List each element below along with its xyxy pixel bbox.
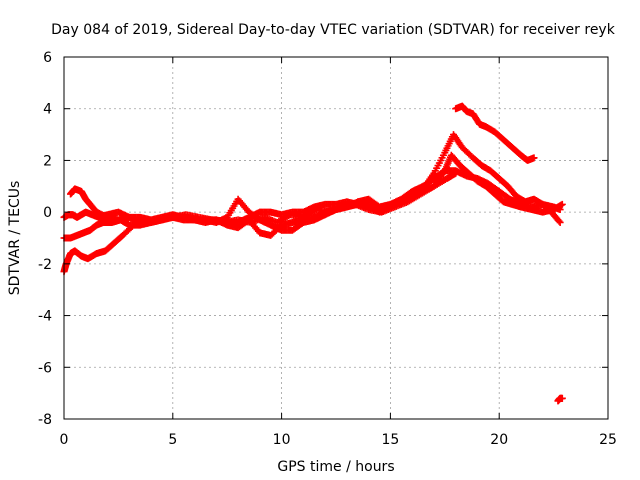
data-point bbox=[558, 200, 566, 208]
x-tick-label: 5 bbox=[168, 432, 177, 448]
data-points bbox=[60, 102, 566, 405]
y-tick-label: -2 bbox=[38, 257, 52, 273]
plot-frame bbox=[63, 56, 609, 420]
data-point bbox=[556, 218, 564, 226]
data-point bbox=[558, 394, 566, 402]
y-tick-label: -8 bbox=[38, 412, 52, 428]
grid bbox=[64, 57, 608, 419]
data-point bbox=[530, 154, 538, 162]
y-tick-label: -6 bbox=[38, 360, 52, 376]
x-tick-label: 20 bbox=[490, 432, 508, 448]
x-tick-label: 0 bbox=[60, 432, 69, 448]
series-track-d bbox=[60, 169, 460, 276]
y-axis-label: SDTVAR / TECUs bbox=[7, 181, 23, 296]
y-tick-label: -4 bbox=[38, 309, 52, 325]
x-tick-label: 25 bbox=[599, 432, 617, 448]
series-track-e bbox=[452, 102, 538, 164]
axis-ticks: 0 5 10 15 20 25 -8 -6 -4 -2 0 2 4 6 bbox=[38, 50, 617, 448]
x-axis-label: GPS time / hours bbox=[277, 459, 394, 475]
y-tick-label: 4 bbox=[43, 102, 52, 118]
series-track-f bbox=[554, 394, 566, 405]
y-tick-label: 2 bbox=[43, 153, 52, 169]
x-tick-label: 15 bbox=[381, 432, 399, 448]
chart-title: Day 084 of 2019, Sidereal Day-to-day VTE… bbox=[51, 22, 616, 38]
x-tick-label: 10 bbox=[273, 432, 291, 448]
data-point bbox=[555, 217, 563, 225]
y-tick-label: 0 bbox=[43, 205, 52, 221]
y-tick-label: 6 bbox=[43, 50, 52, 66]
data-point bbox=[452, 169, 460, 177]
